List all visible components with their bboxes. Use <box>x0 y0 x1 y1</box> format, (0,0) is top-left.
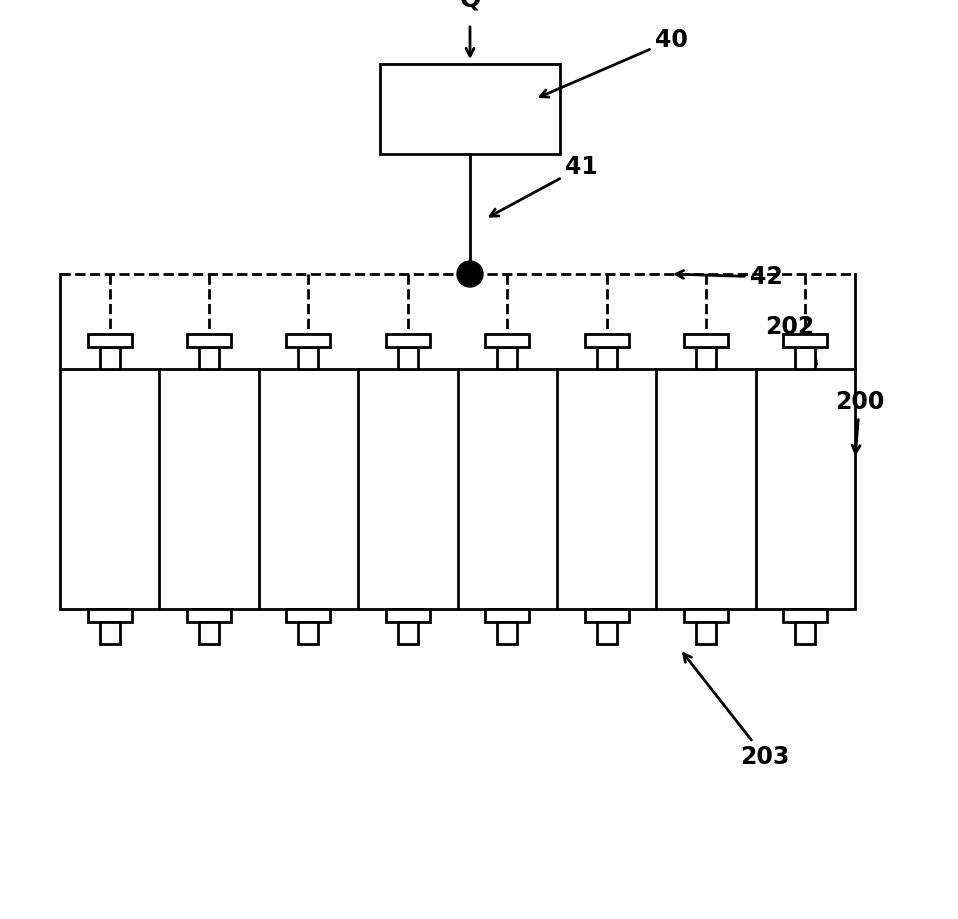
Bar <box>199 622 219 644</box>
Bar <box>299 347 318 369</box>
Bar <box>199 347 219 369</box>
Bar <box>485 334 529 347</box>
Text: 42: 42 <box>676 265 783 289</box>
Bar <box>100 622 120 644</box>
Bar <box>286 334 331 347</box>
Text: 200: 200 <box>835 390 884 453</box>
Bar <box>187 609 231 622</box>
Bar <box>696 622 716 644</box>
Bar <box>584 609 628 622</box>
Bar <box>60 369 855 609</box>
Bar <box>386 334 430 347</box>
Bar <box>497 347 517 369</box>
Bar <box>795 347 815 369</box>
Bar <box>380 64 560 154</box>
Bar <box>187 334 231 347</box>
Bar <box>584 334 628 347</box>
Bar <box>398 622 418 644</box>
Bar <box>299 622 318 644</box>
Bar <box>286 609 331 622</box>
Bar <box>696 347 716 369</box>
Bar <box>597 347 617 369</box>
Bar <box>386 609 430 622</box>
Bar <box>684 609 728 622</box>
Bar <box>684 334 728 347</box>
Text: Q: Q <box>460 0 481 11</box>
Text: 40: 40 <box>540 28 688 97</box>
Bar <box>795 622 815 644</box>
Bar <box>485 609 529 622</box>
Text: 41: 41 <box>490 155 598 216</box>
Bar <box>784 609 828 622</box>
Bar <box>88 334 131 347</box>
Bar <box>398 347 418 369</box>
Bar <box>88 609 131 622</box>
Bar <box>497 622 517 644</box>
Bar <box>100 347 120 369</box>
Circle shape <box>457 261 483 287</box>
Bar <box>597 622 617 644</box>
Text: 202: 202 <box>765 315 816 364</box>
Text: 203: 203 <box>684 653 789 769</box>
Bar <box>784 334 828 347</box>
